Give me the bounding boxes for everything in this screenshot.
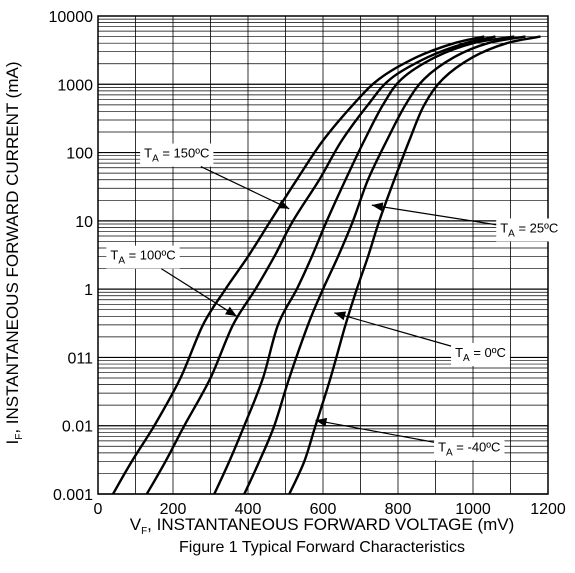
label-arrowhead (334, 311, 347, 321)
series-label-1: TA = 100ºC (106, 245, 238, 317)
y-axis-label: IF, INSTANTANEOUS FORWARD CURRENT (mA) (3, 62, 25, 445)
series-label-background (140, 143, 214, 167)
series-label-text: TA = 25ºC (500, 220, 558, 239)
label-arrow-line (160, 268, 238, 317)
curve-series-0 (111, 35, 485, 495)
chart-title: Figure 1 Typical Forward Characteristics (179, 539, 465, 556)
x-tick-label: 1200 (530, 501, 566, 518)
x-tick-label: 600 (310, 501, 337, 518)
x-tick-label: 400 (235, 501, 262, 518)
y-tick-label: 1000 (57, 77, 93, 94)
curve-series-3 (243, 35, 526, 495)
series-label-text: TA = 0ºC (455, 345, 506, 364)
curve-series-1 (145, 35, 496, 495)
y-tick-labels: 10000 1000 100 10 1 011 0.01 0.001 (49, 9, 94, 504)
label-arrow-line (315, 419, 435, 443)
label-arrowhead (277, 200, 290, 209)
x-axis-label: VF, INSTANTANEOUS FORWARD VOLTAGE (mV) (130, 515, 515, 537)
series-label-0: TA = 150ºC (140, 143, 290, 210)
plot-frame (97, 15, 549, 495)
label-arrowhead (371, 202, 384, 212)
label-arrowhead (225, 306, 237, 317)
annotations: TA = 150ºC TA = 100ºC TA = 25ºC TA = 0ºC TA … (106, 143, 563, 461)
y-tick-label: 10 (75, 214, 93, 231)
curve-series-4 (288, 35, 541, 495)
y-tick-label: 10000 (49, 9, 94, 26)
x-tick-labels: 0 200 400 600 800 1000 1200 (94, 501, 566, 518)
y-tick-label: 100 (66, 146, 93, 163)
series-label-background (496, 218, 563, 242)
curve-series-2 (213, 35, 515, 495)
series-label-text: TA = -40ºC (438, 439, 500, 458)
y-tick-label: 0.001 (53, 487, 93, 504)
series-label-text: TA = 100ºC (110, 248, 175, 267)
x-tick-label: 1000 (455, 501, 491, 518)
series-label-3: TA = 0ºC (334, 311, 510, 367)
label-arrow-line (334, 312, 452, 347)
x-tick-label: 800 (385, 501, 412, 518)
label-arrowhead (315, 417, 328, 427)
y-tick-label: 1 (84, 282, 93, 299)
x-tick-label: 200 (160, 501, 187, 518)
series-label-text: TA = 150ºC (144, 146, 209, 165)
series-label-background (106, 245, 180, 269)
label-arrow-line (371, 204, 497, 226)
curves (111, 35, 541, 495)
x-tick-label: 0 (94, 501, 103, 518)
series-label-background (451, 343, 510, 367)
series-label-background (434, 437, 505, 461)
series-label-4: TA = -40ºC (315, 417, 505, 461)
label-arrow-line (200, 166, 290, 210)
y-tick-label: 0.01 (62, 419, 93, 436)
series-label-2: TA = 25ºC (371, 202, 563, 242)
y-tick-label: 011 (67, 350, 93, 367)
